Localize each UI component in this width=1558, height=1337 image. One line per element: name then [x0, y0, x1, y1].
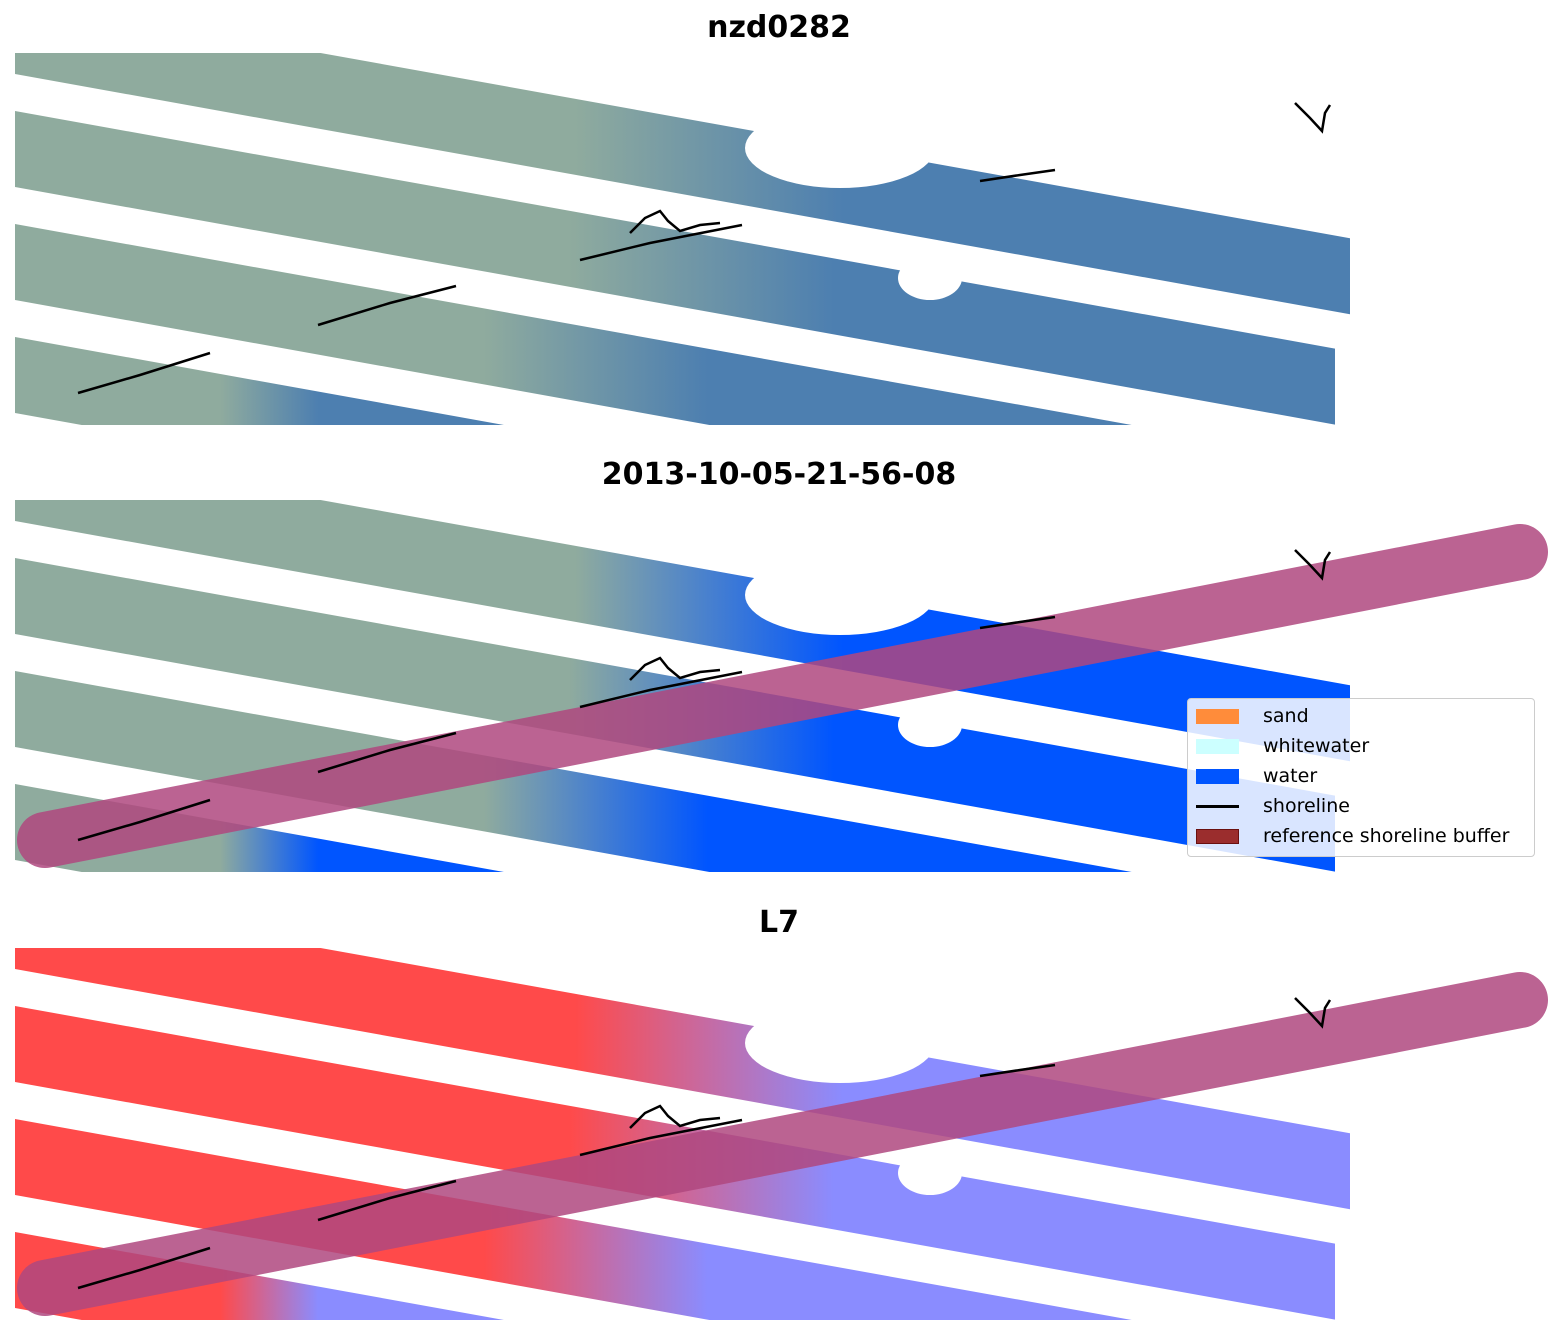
legend-label: water	[1263, 765, 1318, 787]
image-strip	[15, 948, 1350, 1210]
shoreline	[629, 1104, 721, 1129]
panel-title-3: L7	[759, 905, 799, 940]
reference-shoreline-buffer	[17, 524, 1548, 868]
legend-item-water: water	[1196, 761, 1317, 791]
cloud-patch	[745, 1003, 935, 1083]
shoreline	[979, 1063, 1056, 1078]
shoreline	[1294, 997, 1332, 1029]
reference-shoreline-buffer	[17, 972, 1548, 1316]
legend-label: whitewater	[1263, 735, 1370, 757]
sand-swatch	[1196, 708, 1239, 724]
shoreline	[317, 731, 457, 774]
legend: sand whitewater water shoreline referenc…	[1187, 698, 1535, 857]
shoreline	[1294, 102, 1332, 134]
shoreline	[979, 615, 1056, 630]
shoreline	[629, 209, 721, 234]
image-strip	[15, 1119, 1132, 1320]
shoreline	[77, 1246, 211, 1290]
image-strip	[15, 500, 1350, 762]
legend-item-buffer: reference shoreline buffer	[1196, 821, 1509, 851]
legend-label: sand	[1263, 705, 1309, 727]
cloud-patch	[745, 555, 935, 635]
cloud-patch	[898, 703, 962, 747]
cloud-patch	[898, 1151, 962, 1195]
image-strip	[15, 224, 1132, 425]
shoreline	[77, 351, 211, 395]
legend-label: shoreline	[1263, 795, 1350, 817]
buffer-swatch	[1196, 828, 1239, 844]
shoreline	[1294, 549, 1332, 581]
water-swatch	[1196, 768, 1239, 784]
image-strip	[15, 111, 1335, 425]
shoreline	[979, 168, 1056, 183]
shoreline	[579, 223, 743, 262]
shoreline	[579, 670, 743, 709]
image-panel-classified	[15, 500, 1548, 872]
shoreline-swatch	[1196, 804, 1239, 808]
image-panel-index	[15, 948, 1548, 1320]
cloud-patch	[898, 256, 962, 300]
panel-title-2: 2013-10-05-21-56-08	[601, 457, 957, 492]
legend-label: reference shoreline buffer	[1263, 825, 1510, 847]
legend-item-whitewater: whitewater	[1196, 731, 1369, 761]
whitewater-swatch	[1196, 738, 1239, 754]
legend-item-sand: sand	[1196, 701, 1309, 731]
shoreline	[317, 1179, 457, 1222]
panel-title-1: nzd0282	[707, 10, 851, 45]
legend-item-shoreline: shoreline	[1196, 791, 1350, 821]
shoreline	[317, 284, 457, 327]
image-strip	[15, 337, 504, 425]
image-panel-rgb	[15, 53, 1350, 425]
image-strip	[15, 53, 1350, 315]
image-strip	[15, 671, 1132, 872]
shoreline	[77, 798, 211, 842]
shoreline	[579, 1118, 743, 1157]
shoreline	[629, 656, 721, 681]
cloud-patch	[745, 108, 935, 188]
